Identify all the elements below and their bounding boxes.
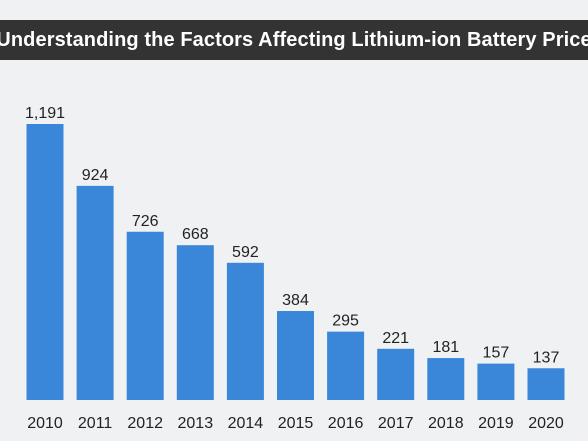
bars-layer — [26, 124, 565, 400]
value-label-2018: 181 — [432, 339, 459, 356]
bar-2015 — [277, 311, 314, 400]
value-label-2011: 924 — [82, 167, 109, 184]
value-label-2013: 668 — [182, 226, 209, 243]
value-label-2017: 221 — [382, 330, 409, 347]
x-tick-label-2010: 2010 — [27, 415, 63, 432]
value-label-2019: 157 — [483, 345, 510, 362]
bar-2019 — [477, 363, 515, 400]
value-label-2012: 726 — [132, 213, 159, 230]
bar-2020 — [527, 368, 565, 400]
bar-2018 — [427, 358, 465, 400]
x-tick-label-2015: 2015 — [278, 415, 314, 432]
x-tick-label-2018: 2018 — [428, 415, 464, 432]
x-tick-label-2012: 2012 — [127, 415, 163, 432]
bar-2012 — [126, 231, 164, 400]
x-tick-label-2014: 2014 — [228, 415, 264, 432]
bar-2011 — [76, 185, 114, 400]
bar-2013 — [176, 245, 214, 400]
bar-2010 — [26, 124, 64, 400]
x-tick-label-2017: 2017 — [378, 415, 414, 432]
value-labels-layer: 1,191 924 726 668 592 384 295 221 181 157 137 — [25, 105, 559, 366]
chart-title: Understanding the Factors Affecting Lith… — [0, 28, 588, 51]
value-label-2016: 295 — [332, 313, 359, 330]
x-tick-label-2020: 2020 — [528, 415, 564, 432]
x-tick-label-2016: 2016 — [328, 415, 364, 432]
bar-2014 — [226, 262, 264, 400]
bar-2017 — [377, 348, 415, 400]
value-label-2014: 592 — [232, 244, 259, 261]
x-tick-label-2013: 2013 — [178, 415, 214, 432]
x-tick-label-2011: 2011 — [78, 415, 113, 432]
bar-2016 — [327, 331, 365, 400]
value-label-2020: 137 — [533, 349, 560, 366]
x-tick-labels-layer: 2010 2011 2012 2013 2014 2015 2016 2017 2018 2019… — [27, 415, 564, 432]
title-bar: Understanding the Factors Affecting Lith… — [0, 20, 588, 60]
value-label-2015: 384 — [282, 292, 309, 309]
x-tick-label-2019: 2019 — [478, 415, 514, 432]
value-label-2010: 1,191 — [25, 105, 65, 122]
